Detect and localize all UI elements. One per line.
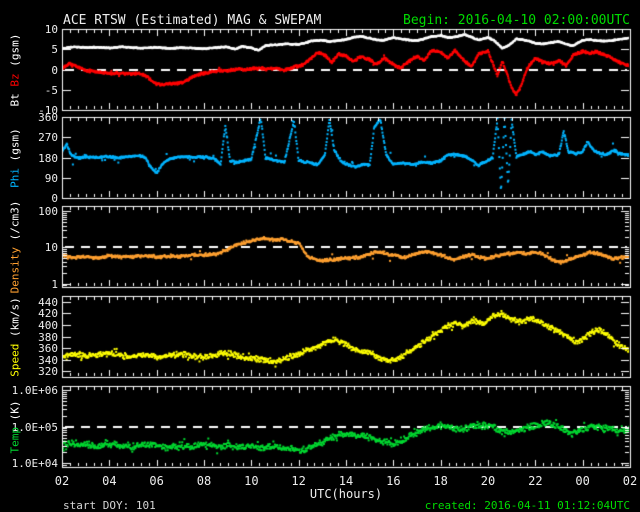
x-tick-label: 02 xyxy=(622,474,638,488)
y-axis-title: Speed (km/s) xyxy=(8,296,22,377)
y-tick-label: 10 xyxy=(44,23,58,36)
y-axis-title-part: (gsm) xyxy=(8,33,22,67)
y-axis-title-part: Phi xyxy=(8,160,22,188)
x-tick-label: 16 xyxy=(386,474,401,488)
y-axis-title-part: Bz xyxy=(8,66,22,87)
x-tick-label: 22 xyxy=(528,474,543,488)
x-tick-label: 06 xyxy=(149,474,164,488)
y-tick-label: 380 xyxy=(38,330,58,344)
x-tick-label: 02 xyxy=(54,474,70,488)
y-tick-label: 270 xyxy=(38,131,58,145)
created-timestamp: created: 2016-04-11 01:12:04UTC xyxy=(424,499,630,512)
y-axis-title: Bt Bz (gsm) xyxy=(8,33,22,106)
y-tick-label: 180 xyxy=(38,151,58,165)
start-doy-label: start DOY: 101 xyxy=(63,499,156,512)
y-tick-label: 360 xyxy=(38,342,58,356)
y-tick-label: 90 xyxy=(44,171,58,185)
x-tick-label: 00 xyxy=(575,474,590,488)
y-axis-title: Temp (K) xyxy=(8,400,22,454)
y-axis-title-part: Speed xyxy=(8,336,22,377)
y-tick-label: 0 xyxy=(51,63,58,77)
y-tick-label: 0 xyxy=(51,192,58,205)
y-tick-label: 420 xyxy=(38,307,58,321)
y-tick-label: -5 xyxy=(44,83,58,97)
y-tick-label: 440 xyxy=(38,295,58,309)
x-tick-label: 08 xyxy=(196,474,212,488)
y-axis-title-part: Density xyxy=(8,239,22,293)
y-tick-label: 320 xyxy=(38,365,58,379)
y-tick-label: 1.0E+05 xyxy=(11,420,58,434)
y-tick-label: 5 xyxy=(51,43,58,57)
y-axis-title: Density (/cm3) xyxy=(8,200,22,293)
y-axis-title: Phi (gsm) xyxy=(8,127,22,188)
y-tick-label: 360 xyxy=(38,111,58,124)
y-tick-label: 400 xyxy=(38,318,58,332)
x-axis-label: UTC(hours) xyxy=(309,487,383,501)
begin-timestamp: Begin: 2016-04-10 02:00:00UTC xyxy=(403,13,630,28)
y-axis-title-part: Temp xyxy=(8,419,22,454)
x-tick-label: 10 xyxy=(244,474,259,488)
y-axis-title-part: (/cm3) xyxy=(8,200,22,240)
y-tick-label: 1.0E+04 xyxy=(11,457,58,471)
y-tick-label: 340 xyxy=(38,353,58,367)
y-tick-label: 1.0E+06 xyxy=(11,384,58,398)
x-tick-label: 12 xyxy=(291,474,306,488)
y-axis-title-part: (K) xyxy=(8,400,22,420)
x-tick-label: 20 xyxy=(480,474,496,488)
x-tick-label: 18 xyxy=(433,474,448,488)
y-tick-label: 100 xyxy=(38,205,58,219)
x-tick-label: 14 xyxy=(338,474,354,488)
y-axis-title-part: (gsm) xyxy=(8,127,22,161)
y-tick-label: 10 xyxy=(44,241,58,255)
plot-title: ACE RTSW (Estimated) MAG & SWEPAM xyxy=(63,13,322,28)
y-axis-title-part: (km/s) xyxy=(8,296,22,337)
y-tick-label: -10 xyxy=(38,104,58,117)
x-tick-label: 04 xyxy=(102,474,117,488)
y-tick-label: 1 xyxy=(51,277,58,291)
y-axis-title-part: Bt xyxy=(8,86,22,106)
